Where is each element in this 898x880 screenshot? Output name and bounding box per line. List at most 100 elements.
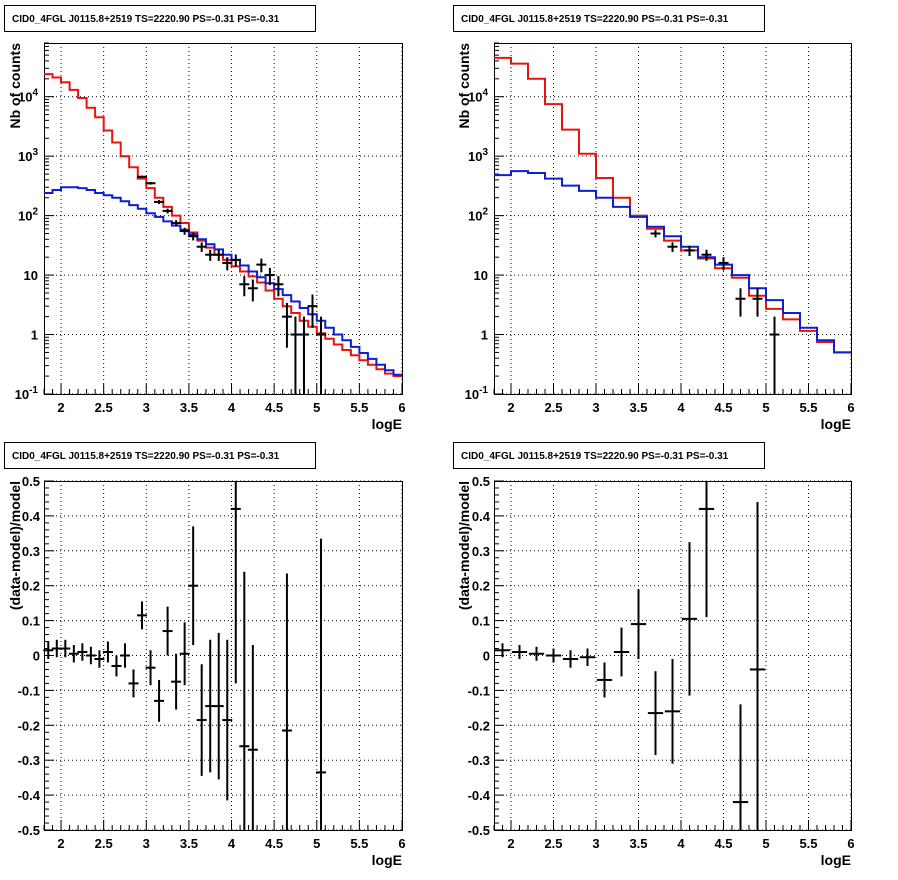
x-tick-label: 4.5 <box>714 400 732 415</box>
data-point <box>128 669 139 698</box>
y-tick-label: 103 <box>18 147 38 164</box>
x-tick-label: 4 <box>228 400 236 415</box>
data-point <box>179 622 190 686</box>
data-point <box>43 641 54 659</box>
y-tick-label: 104 <box>468 88 488 105</box>
y-tick-label: 0 <box>33 649 40 664</box>
data-point <box>239 276 250 297</box>
x-tick-label: 2.5 <box>95 400 113 415</box>
x-tick-label: 2 <box>507 400 514 415</box>
x-tick-label: 4.5 <box>265 400 283 415</box>
x-tick-label: 4.5 <box>714 836 732 851</box>
data-point <box>664 658 681 764</box>
data-point <box>213 632 224 780</box>
data-point <box>264 267 275 286</box>
data-point <box>698 481 715 618</box>
x-tick-label: 2 <box>57 836 64 851</box>
panel-1: CID0_4FGL J0115.8+2519 TS=2220.90 PS=-0.… <box>4 5 406 432</box>
y-tick-label: 0.3 <box>22 544 40 559</box>
data-point <box>162 208 173 214</box>
x-tick-label: 6 <box>847 400 854 415</box>
data-point <box>545 648 562 663</box>
y-tick-label: -0.4 <box>18 788 41 803</box>
y-tick-label: 0.2 <box>472 579 490 594</box>
y-tick-label: 0.1 <box>22 614 40 629</box>
data-point <box>145 181 156 185</box>
data-point <box>256 258 267 273</box>
y-tick-label: 0.5 <box>472 474 490 489</box>
data-point <box>145 650 156 686</box>
y-tick-label: -0.1 <box>18 683 40 698</box>
x-tick-label: 2.5 <box>544 400 562 415</box>
data-point <box>188 526 199 646</box>
data-point <box>239 571 250 830</box>
x-tick-label: 3 <box>592 400 599 415</box>
x-tick-label: 2 <box>507 836 514 851</box>
data-point <box>51 639 62 658</box>
data-point <box>154 679 165 722</box>
x-tick-label: 2 <box>57 400 64 415</box>
data-point <box>281 302 292 348</box>
plot-frame <box>44 43 403 395</box>
x-tick-label: 5.5 <box>350 400 368 415</box>
data-point <box>162 606 173 656</box>
data-point <box>119 643 130 668</box>
y-tick-label: 1 <box>481 328 488 343</box>
y-tick-label: -0.1 <box>468 683 490 698</box>
data-point <box>281 573 292 830</box>
x-tick-label: 2.5 <box>544 836 562 851</box>
y-axis-label: Nb of counts <box>7 43 23 129</box>
x-axis-label: logE <box>821 852 851 868</box>
x-tick-label: 3 <box>143 400 150 415</box>
data-point <box>647 671 664 755</box>
title-box <box>4 442 316 469</box>
panel-2: CID0_4FGL J0115.8+2519 TS=2220.90 PS=-0.… <box>453 5 855 432</box>
y-tick-label: -0.3 <box>468 753 490 768</box>
data-point <box>230 254 241 267</box>
data-point <box>732 704 749 830</box>
title-box <box>453 5 765 32</box>
data-point <box>684 245 695 257</box>
data-point <box>213 249 224 261</box>
data-point <box>511 645 528 659</box>
data-point <box>171 653 182 710</box>
panel-4: CID0_4FGL J0115.8+2519 TS=2220.90 PS=-0.… <box>453 442 855 868</box>
y-tick-label: 0.4 <box>472 509 491 524</box>
y-tick-label: 0 <box>483 649 490 664</box>
x-tick-label: 4 <box>228 836 236 851</box>
chart-title: CID0_4FGL J0115.8+2519 TS=2220.90 PS=-0.… <box>12 451 280 462</box>
title-box <box>4 5 316 32</box>
data-point <box>247 645 258 830</box>
y-tick-label: -0.4 <box>468 788 491 803</box>
data-point <box>718 257 729 271</box>
x-tick-label: 3.5 <box>629 400 647 415</box>
y-tick-label: 0.4 <box>22 509 41 524</box>
y-tick-label: 10 <box>474 268 488 283</box>
x-tick-label: 5.5 <box>799 836 817 851</box>
data-point <box>94 650 105 668</box>
y-tick-label: -0.2 <box>18 718 40 733</box>
plot-frame <box>494 43 852 395</box>
data-point <box>298 316 309 394</box>
y-tick-label: -0.5 <box>18 823 40 838</box>
source-model-histogram <box>494 170 851 354</box>
x-tick-label: 3.5 <box>180 400 198 415</box>
data-point <box>650 230 661 238</box>
data-point <box>290 316 301 394</box>
data-point <box>179 227 190 235</box>
y-tick-label: -0.2 <box>468 718 490 733</box>
title-box <box>453 442 765 469</box>
y-tick-label: 0.5 <box>22 474 40 489</box>
data-point <box>247 279 258 302</box>
data-point <box>316 538 327 830</box>
x-tick-label: 5 <box>313 400 320 415</box>
x-tick-label: 4.5 <box>265 836 283 851</box>
data-point <box>137 175 148 179</box>
y-tick-label: 10-1 <box>465 385 489 402</box>
chart-title: CID0_4FGL J0115.8+2519 TS=2220.90 PS=-0.… <box>12 14 280 25</box>
data-point <box>196 242 207 252</box>
x-tick-label: 2.5 <box>95 836 113 851</box>
total-model-histogram <box>44 73 402 378</box>
data-point <box>222 639 233 801</box>
